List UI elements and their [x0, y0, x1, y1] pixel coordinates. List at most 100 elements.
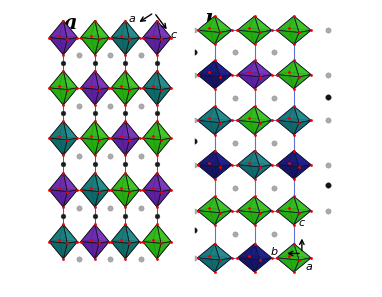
- Polygon shape: [63, 38, 78, 55]
- Polygon shape: [294, 244, 311, 260]
- Polygon shape: [289, 162, 311, 179]
- Polygon shape: [91, 173, 109, 190]
- Polygon shape: [153, 71, 171, 88]
- Polygon shape: [125, 242, 139, 259]
- Polygon shape: [277, 120, 299, 135]
- Polygon shape: [294, 30, 311, 45]
- Polygon shape: [49, 38, 67, 55]
- Polygon shape: [237, 208, 254, 225]
- Polygon shape: [59, 188, 78, 207]
- Polygon shape: [197, 258, 220, 272]
- Polygon shape: [49, 173, 63, 190]
- Polygon shape: [197, 30, 220, 45]
- Polygon shape: [143, 121, 161, 140]
- Polygon shape: [49, 20, 67, 39]
- Polygon shape: [215, 75, 232, 89]
- Polygon shape: [63, 20, 78, 39]
- Polygon shape: [91, 225, 109, 242]
- Polygon shape: [81, 136, 95, 155]
- Polygon shape: [49, 36, 63, 55]
- Polygon shape: [63, 88, 78, 105]
- Polygon shape: [277, 244, 294, 258]
- Polygon shape: [111, 225, 125, 242]
- Polygon shape: [254, 30, 272, 45]
- Polygon shape: [294, 196, 311, 213]
- Polygon shape: [237, 151, 254, 165]
- Polygon shape: [143, 225, 161, 243]
- Polygon shape: [249, 162, 272, 179]
- Polygon shape: [289, 244, 311, 258]
- Polygon shape: [143, 38, 161, 55]
- Polygon shape: [237, 162, 254, 179]
- Polygon shape: [157, 71, 171, 90]
- Polygon shape: [157, 138, 171, 155]
- Polygon shape: [59, 71, 78, 88]
- Polygon shape: [277, 256, 294, 272]
- Polygon shape: [49, 20, 63, 38]
- Polygon shape: [209, 28, 232, 45]
- Polygon shape: [81, 20, 95, 38]
- Polygon shape: [277, 258, 299, 272]
- Polygon shape: [91, 20, 109, 38]
- Polygon shape: [81, 20, 99, 39]
- Polygon shape: [111, 173, 129, 192]
- Polygon shape: [277, 196, 294, 211]
- Polygon shape: [215, 151, 232, 167]
- Polygon shape: [277, 28, 294, 45]
- Polygon shape: [237, 256, 254, 272]
- Polygon shape: [197, 244, 220, 260]
- Polygon shape: [289, 60, 311, 75]
- Polygon shape: [209, 244, 232, 258]
- Polygon shape: [63, 121, 78, 140]
- Polygon shape: [215, 16, 232, 32]
- Polygon shape: [215, 106, 232, 123]
- Polygon shape: [249, 118, 272, 135]
- Polygon shape: [59, 36, 78, 55]
- Polygon shape: [209, 208, 232, 225]
- Polygon shape: [197, 196, 220, 213]
- Polygon shape: [111, 225, 129, 243]
- Polygon shape: [277, 165, 299, 179]
- Polygon shape: [125, 138, 139, 155]
- Polygon shape: [289, 106, 311, 120]
- Polygon shape: [289, 118, 311, 135]
- Polygon shape: [237, 106, 260, 123]
- Polygon shape: [254, 165, 272, 179]
- Polygon shape: [63, 242, 78, 259]
- Polygon shape: [157, 121, 171, 140]
- Polygon shape: [249, 28, 272, 45]
- Polygon shape: [289, 151, 311, 165]
- Polygon shape: [277, 16, 299, 32]
- Polygon shape: [157, 225, 171, 243]
- Polygon shape: [111, 36, 125, 55]
- Polygon shape: [294, 16, 311, 32]
- Polygon shape: [59, 20, 78, 38]
- Polygon shape: [143, 190, 161, 207]
- Polygon shape: [197, 165, 220, 179]
- Polygon shape: [197, 211, 220, 225]
- Polygon shape: [59, 86, 78, 105]
- Polygon shape: [197, 16, 215, 30]
- Polygon shape: [111, 138, 129, 155]
- Polygon shape: [49, 240, 63, 259]
- Polygon shape: [153, 121, 171, 138]
- Polygon shape: [249, 256, 272, 272]
- Polygon shape: [294, 60, 311, 77]
- Polygon shape: [63, 225, 78, 243]
- Polygon shape: [49, 121, 67, 140]
- Polygon shape: [294, 151, 311, 167]
- Polygon shape: [215, 120, 232, 135]
- Polygon shape: [111, 240, 125, 259]
- Polygon shape: [121, 20, 139, 38]
- Text: b: b: [204, 12, 219, 32]
- Polygon shape: [237, 151, 260, 167]
- Polygon shape: [91, 71, 109, 88]
- Polygon shape: [111, 20, 125, 38]
- Polygon shape: [81, 86, 95, 105]
- Polygon shape: [294, 120, 311, 135]
- Polygon shape: [143, 20, 157, 38]
- Polygon shape: [254, 60, 272, 77]
- Polygon shape: [277, 106, 294, 120]
- Polygon shape: [111, 20, 129, 39]
- Polygon shape: [121, 173, 139, 190]
